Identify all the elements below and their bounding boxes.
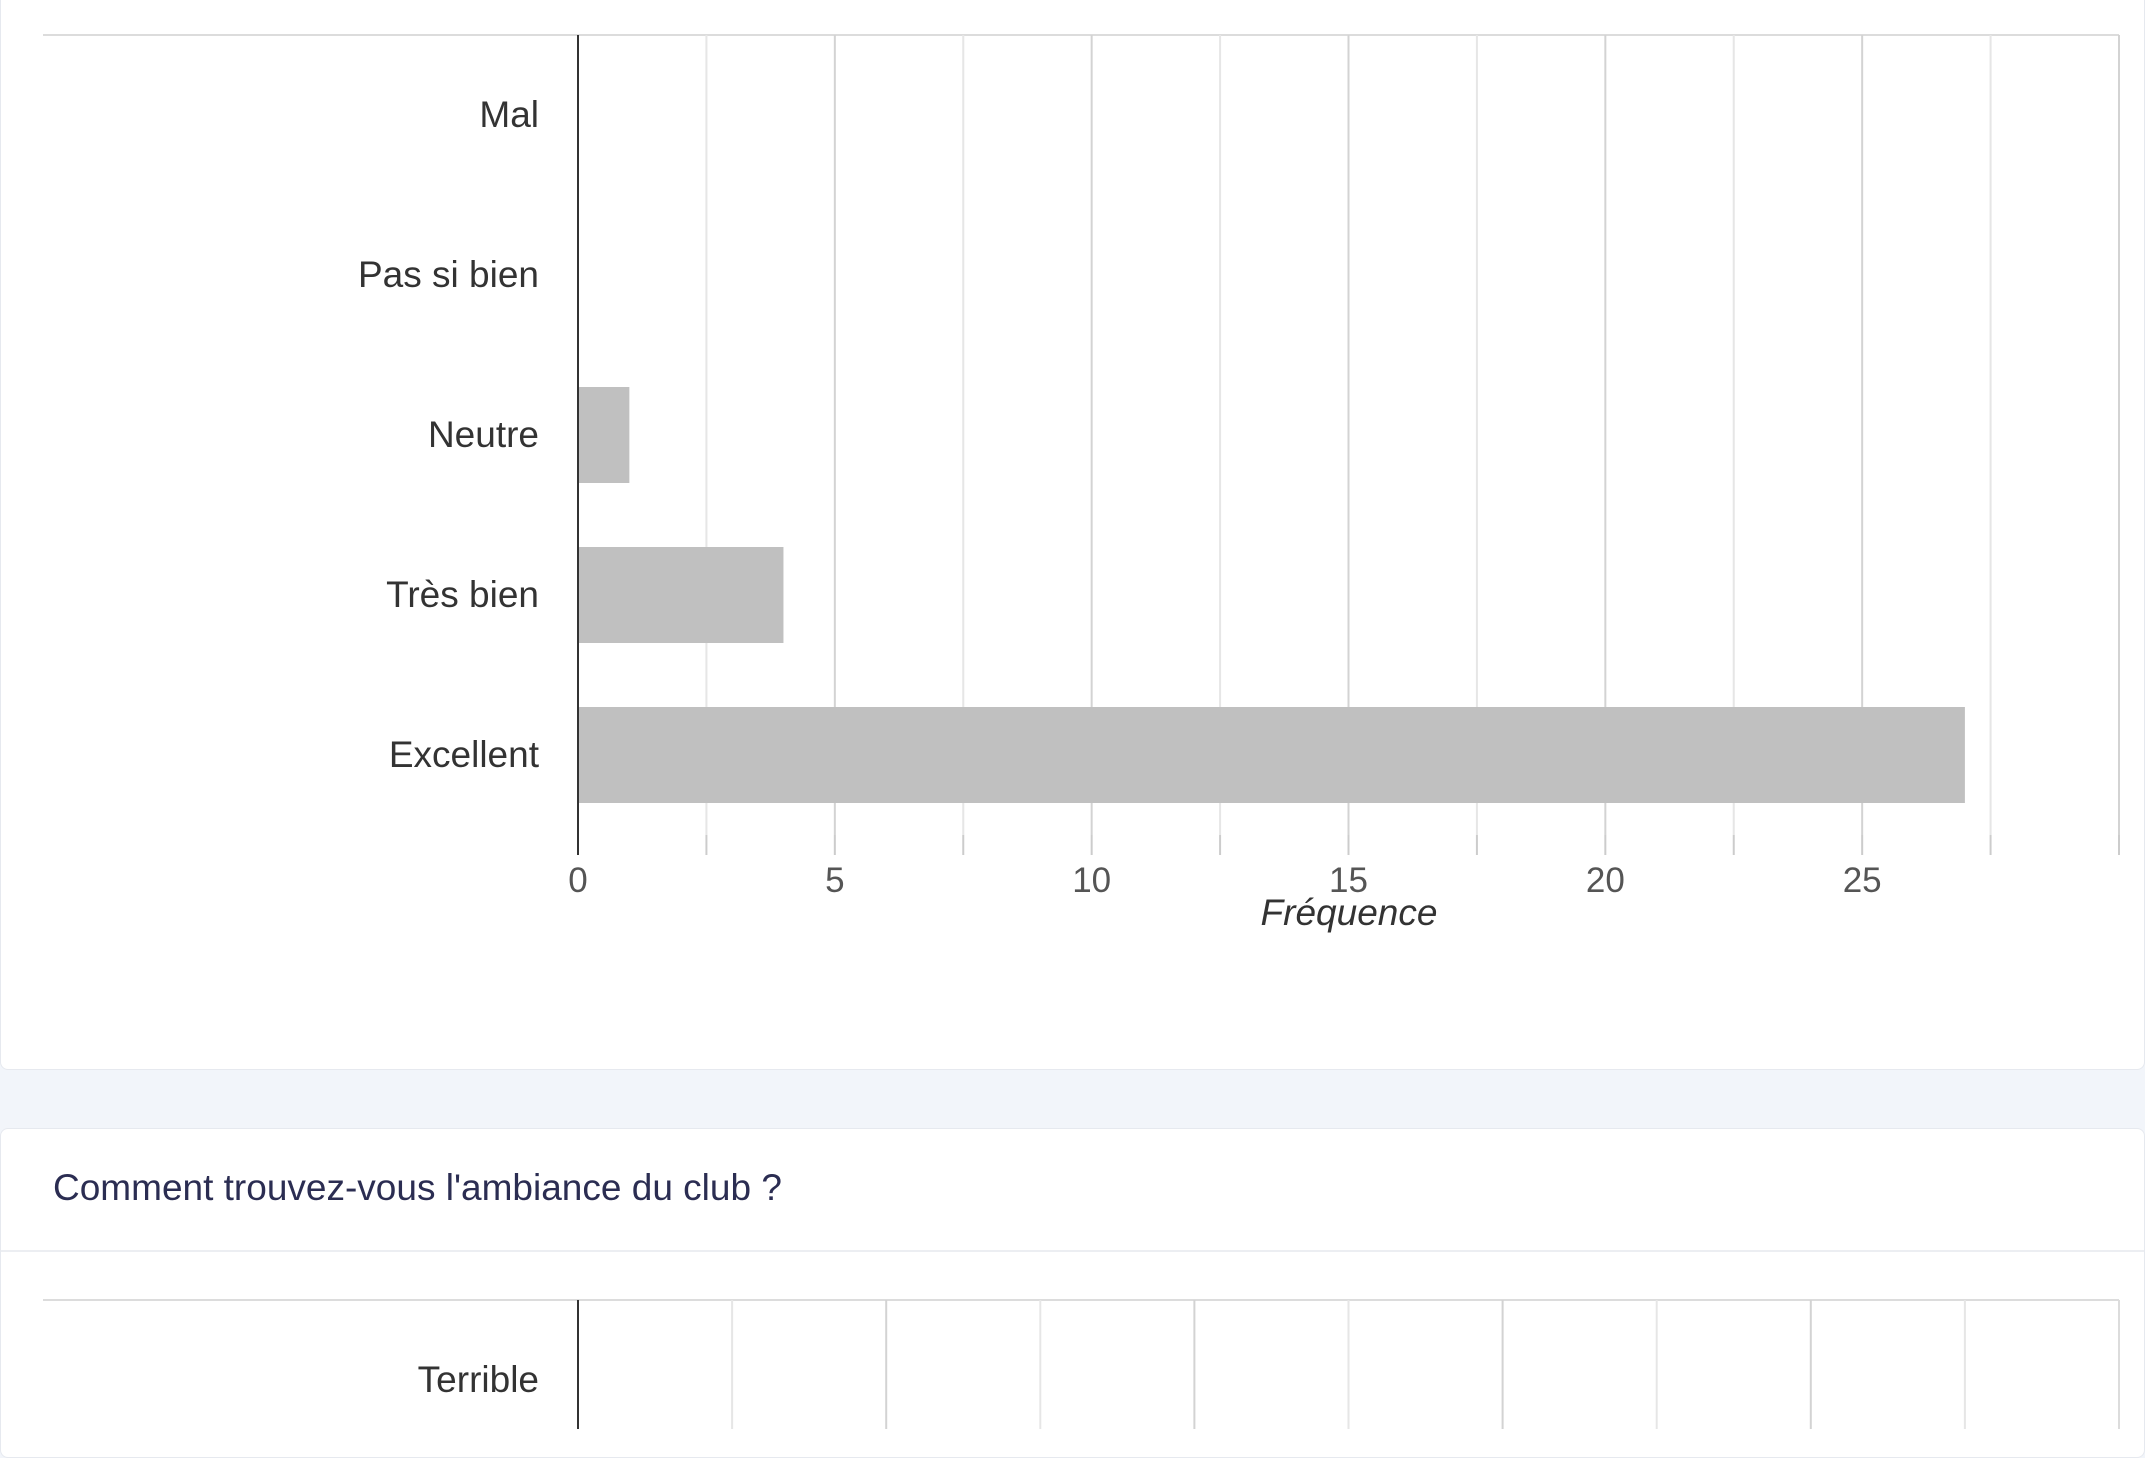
- category-label: Mal: [479, 94, 539, 135]
- category-label: Très bien: [386, 574, 539, 615]
- bar[interactable]: [578, 707, 1965, 803]
- bar-chart: Terrible: [43, 1299, 2120, 1429]
- bar-chart: Mal Pas si bien Neutre Très bien Excellent 0…: [43, 34, 2120, 933]
- category-label: Terrible: [418, 1359, 539, 1400]
- x-tick-label: 25: [1843, 861, 1882, 900]
- grid-lines: [705, 35, 2120, 835]
- bar[interactable]: [578, 547, 784, 643]
- grid-lines: [731, 1300, 1966, 1429]
- x-tick-label: 10: [1072, 861, 1111, 900]
- x-axis-label: Fréquence: [1261, 892, 1438, 933]
- category-label: Neutre: [428, 414, 539, 455]
- category-label: Pas si bien: [358, 254, 539, 295]
- x-tick-label: 15: [1329, 861, 1368, 900]
- y-axis: Mal Pas si bien Neutre Très bien Excellent: [358, 35, 579, 835]
- bars: [578, 387, 1965, 803]
- y-axis: Terrible: [418, 1300, 579, 1429]
- category-label: Excellent: [389, 734, 540, 775]
- survey-question-card: Comment trouvez-vous l'ambiance du club …: [0, 1128, 2145, 1458]
- x-tick-label: 0: [568, 861, 587, 900]
- bar[interactable]: [578, 387, 630, 483]
- x-axis: 0 5 10 15 20 25: [568, 835, 2120, 900]
- question-title: Comment trouvez-vous l'ambiance du club …: [53, 1167, 782, 1208]
- x-tick-label: 5: [825, 861, 844, 900]
- x-tick-label: 20: [1586, 861, 1625, 900]
- survey-question-card: Mal Pas si bien Neutre Très bien Excellent 0…: [0, 0, 2145, 1070]
- chart-frame: [43, 1299, 2120, 1429]
- card-header: Comment trouvez-vous l'ambiance du club …: [1, 1129, 2144, 1252]
